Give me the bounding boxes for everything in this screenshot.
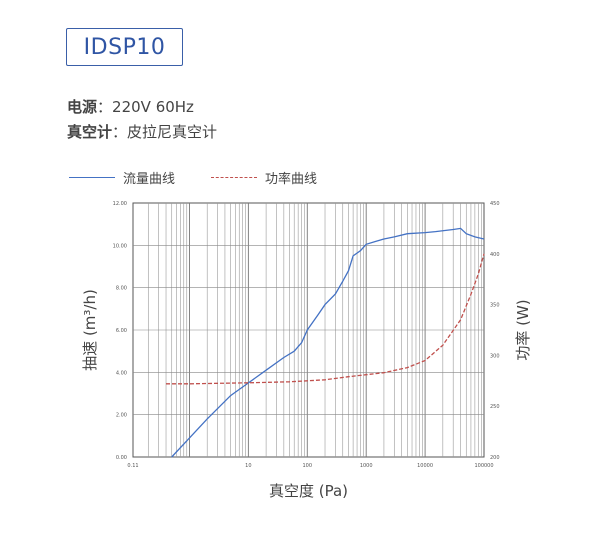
spec-power-label: 电源: [67, 98, 98, 116]
spec-gauge-value: 皮拉尼真空计: [127, 123, 218, 141]
y-right-tick-label: 300: [490, 353, 500, 359]
x-tick-label: 100: [303, 463, 313, 469]
x-axis-title: 真空度 (Pa): [269, 482, 348, 500]
x-tick-label: 0.11: [127, 463, 138, 469]
legend-flow-swatch: [69, 177, 115, 178]
x-tick-label: 100000: [474, 463, 493, 469]
y-left-tick-label: 8.00: [116, 286, 127, 292]
y-left-tick-label: 0.00: [116, 455, 127, 461]
legend-power-swatch: [211, 177, 258, 178]
x-tick-label: 10000: [417, 463, 433, 469]
flow-curve-line: [171, 227, 485, 458]
y-left-tick-label: 6.00: [116, 328, 127, 334]
y-right-axis-title: 功率 (W): [514, 299, 532, 360]
model-label: IDSP10: [66, 28, 183, 66]
spec-power: 电源：220V 60Hz: [67, 98, 194, 116]
y-right-tick-label: 250: [490, 404, 500, 410]
y-left-axis-title: 抽速 (m³/h): [81, 289, 99, 371]
spec-gauge: 真空计：皮拉尼真空计: [67, 123, 218, 141]
spec-gauge-label: 真空计: [67, 123, 113, 141]
y-left-tick-label: 2.00: [116, 413, 127, 419]
spec-power-value: 220V 60Hz: [112, 98, 194, 116]
legend-power-label: 功率曲线: [265, 172, 318, 187]
x-tick-label: 10: [245, 463, 251, 469]
y-left-tick-label: 4.00: [116, 370, 127, 376]
x-tick-label: 1000: [360, 463, 373, 469]
y-right-tick-label: 450: [490, 201, 500, 207]
legend-flow-label: 流量曲线: [123, 172, 176, 187]
chart-legend: 流量曲线 功率曲线: [69, 168, 317, 187]
y-right-tick-label: 200: [490, 455, 500, 461]
y-right-tick-label: 400: [490, 252, 500, 258]
y-left-tick-label: 12.00: [113, 201, 127, 207]
y-left-tick-label: 10.00: [113, 243, 127, 249]
y-right-tick-label: 350: [490, 303, 500, 309]
power-curve-line: [166, 253, 485, 385]
